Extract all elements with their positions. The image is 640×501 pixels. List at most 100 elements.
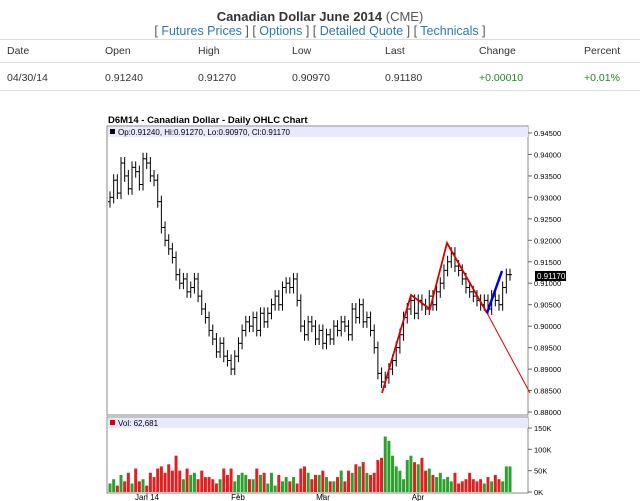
ohlc-bar — [445, 255, 450, 277]
volume-tick-label: 50K — [534, 467, 547, 476]
cell-change: +0.00010 — [479, 72, 524, 84]
ohlc-bar — [240, 324, 245, 350]
volume-bar — [442, 479, 446, 492]
ohlc-bar — [174, 251, 179, 281]
technicals-link[interactable]: Technicals — [420, 24, 479, 38]
volume-bar — [416, 464, 420, 492]
y-tick-label: 0.90000 — [534, 322, 561, 331]
volume-bar — [310, 479, 314, 492]
chart-title: D6M14 - Canadian Dollar - Daily OHLC Cha… — [108, 115, 308, 126]
volume-bar — [262, 472, 266, 492]
ohlc-bar — [269, 298, 274, 320]
trend-line-red — [381, 240, 488, 394]
header-high: High — [198, 45, 220, 57]
volume-bar — [222, 468, 226, 492]
ohlc-bar — [375, 341, 380, 380]
volume-bar — [273, 485, 277, 492]
volume-bar — [233, 481, 237, 492]
volume-bar — [438, 472, 442, 492]
volume-tick-label: 0K — [534, 488, 543, 497]
volume-bar — [185, 468, 189, 492]
ohlc-bar — [251, 311, 256, 333]
last-price-box — [535, 271, 566, 281]
ohlc-bar — [306, 315, 311, 341]
volume-bar — [130, 483, 134, 492]
ohlc-bar — [163, 221, 168, 247]
volume-bar — [269, 472, 273, 492]
ohlc-bar — [166, 234, 171, 255]
volume-bar — [464, 479, 468, 492]
volume-bar — [255, 468, 259, 492]
volume-bar — [317, 474, 321, 492]
quote-title: Canadian Dollar June 2014 (CME) — [216, 9, 424, 24]
ohlc-bar — [298, 294, 303, 333]
ohlc-bar — [210, 324, 215, 346]
volume-bar — [192, 472, 196, 492]
ohlc-bar — [126, 169, 131, 195]
volume-bar — [413, 462, 417, 492]
y-tick-label: 0.94500 — [534, 129, 561, 138]
volume-bar — [159, 466, 163, 492]
price-legend: Op:0.91240, Hi:0.91270, Lo:0.90970, Cl:0… — [118, 128, 291, 137]
options-link[interactable]: Options — [259, 24, 303, 38]
volume-bar — [328, 481, 332, 492]
ohlc-bar — [287, 277, 292, 294]
y-tick-label: 0.89500 — [534, 344, 561, 353]
volume-bar — [123, 481, 127, 492]
ohlc-bar — [262, 307, 267, 328]
header-date: Date — [7, 45, 30, 57]
volume-bar — [244, 474, 248, 492]
volume-bar — [266, 483, 270, 492]
header-open: Open — [105, 45, 131, 57]
volume-bar — [339, 470, 343, 492]
volume-bar — [493, 474, 497, 492]
volume-legend-band — [108, 418, 528, 428]
volume-bar — [354, 464, 358, 492]
volume-bar — [126, 472, 130, 492]
ohlc-bar — [177, 268, 182, 290]
divider — [0, 62, 640, 63]
ohlc-bar — [185, 272, 190, 298]
detailed-quote-link[interactable]: Detailed Quote — [319, 24, 404, 38]
volume-bar — [482, 483, 486, 492]
ohlc-bar — [441, 264, 446, 290]
volume-legend: Vol: 62,681 — [118, 419, 159, 428]
volume-bar — [383, 436, 387, 492]
ohlc-bar — [203, 302, 208, 324]
ohlc-bar — [258, 307, 263, 337]
volume-bar — [251, 479, 255, 492]
volume-bar — [119, 474, 123, 492]
volume-bar — [167, 464, 171, 492]
ohlc-bar — [108, 191, 112, 208]
ohlc-bar — [361, 298, 366, 328]
volume-bar — [236, 474, 240, 492]
volume-bar — [207, 477, 211, 492]
volume-legend-marker — [110, 420, 115, 425]
ohlc-bar — [438, 277, 443, 298]
futures-prices-link[interactable]: Futures Prices — [161, 24, 242, 38]
trend-line-blue — [485, 270, 504, 314]
volume-bar — [497, 479, 501, 492]
divider — [0, 90, 640, 91]
ohlc-bar — [221, 337, 226, 363]
ohlc-bar — [302, 320, 307, 341]
ohlc-bar — [434, 285, 439, 311]
ohlc-bar — [137, 165, 142, 191]
ohlc-bar — [243, 315, 248, 337]
divider — [0, 39, 640, 40]
ohlc-bar — [291, 272, 296, 294]
ohlc-bar — [152, 169, 157, 187]
y-tick-label: 0.93500 — [534, 172, 561, 181]
volume-bar — [457, 483, 461, 492]
volume-bar — [369, 474, 373, 492]
volume-bar — [446, 477, 450, 492]
volume-bar — [394, 466, 398, 492]
ohlc-bar — [331, 320, 336, 346]
volume-bar — [108, 483, 112, 492]
volume-bar — [398, 470, 402, 492]
x-tick-label: Mar — [316, 493, 330, 501]
ohlc-bar — [364, 311, 369, 328]
volume-bar — [350, 472, 354, 492]
volume-bar — [299, 468, 303, 492]
volume-bar — [376, 460, 380, 492]
